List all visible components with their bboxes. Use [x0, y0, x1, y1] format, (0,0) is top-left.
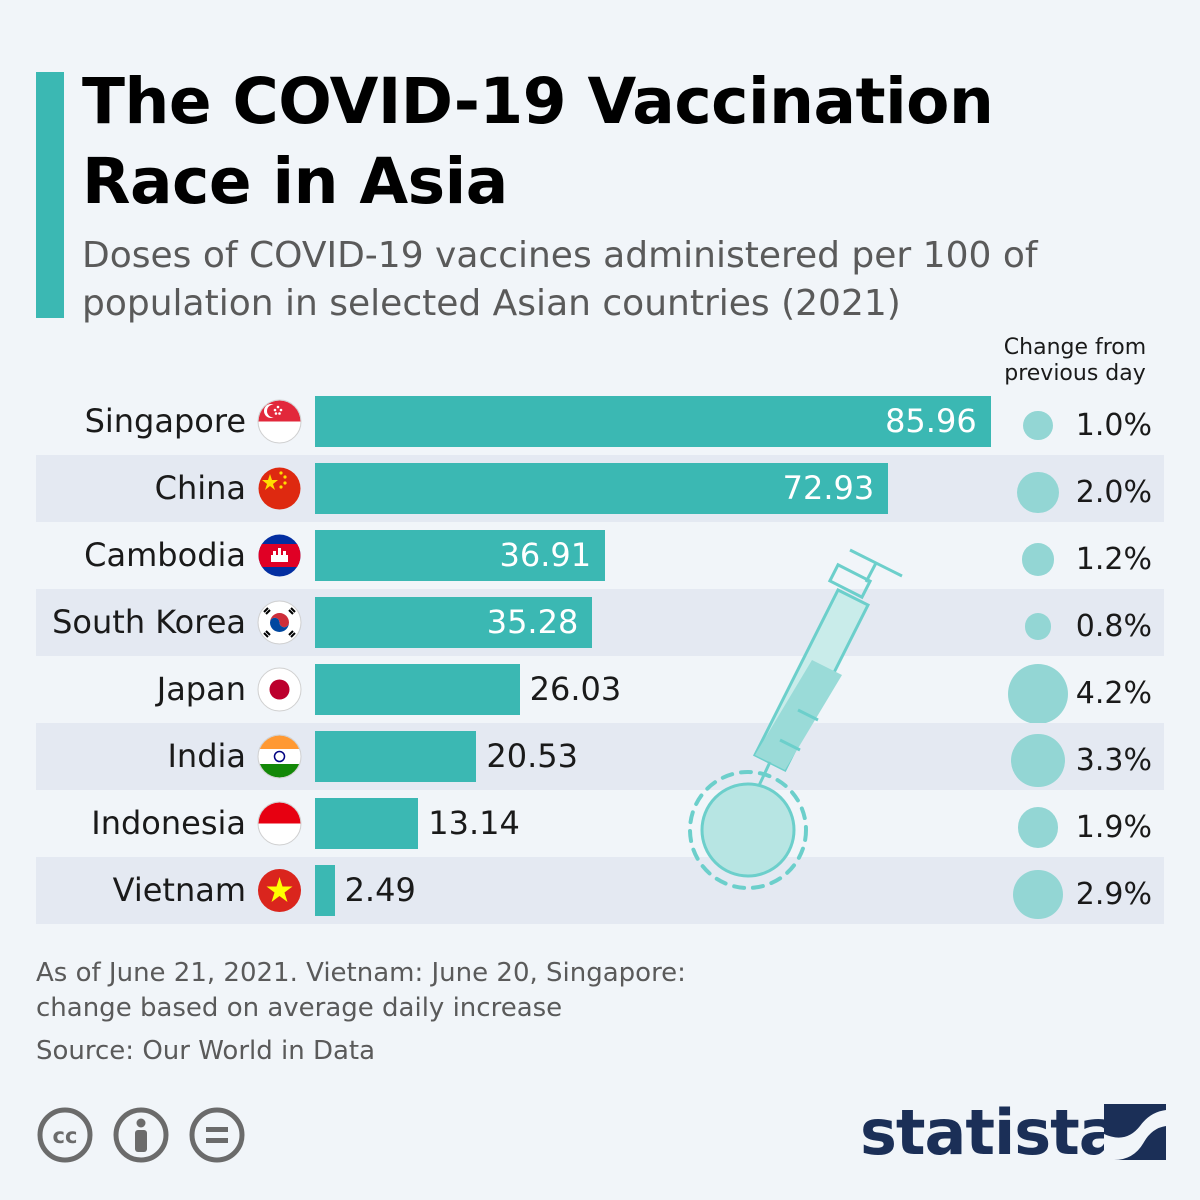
- bar: [315, 530, 606, 581]
- country-label: Vietnam: [112, 871, 246, 909]
- value-label: 85.96: [885, 402, 977, 440]
- change-dot: [1017, 471, 1059, 514]
- value-label: 2.49: [344, 871, 416, 909]
- change-label: 3.3%: [1075, 743, 1152, 778]
- bar: [315, 865, 335, 916]
- chart-subtitle: Doses of COVID-19 vaccines administered …: [82, 235, 1038, 324]
- change-header-line-2: previous day: [1004, 361, 1146, 386]
- value-label: 72.93: [782, 469, 875, 507]
- south-korea-flag-icon: [257, 600, 302, 645]
- india-flag-icon: [257, 734, 302, 779]
- country-label: Cambodia: [84, 536, 246, 574]
- country-label: South Korea: [52, 603, 246, 641]
- chart-row: China 72.93 2.0%: [36, 455, 1164, 522]
- change-dot: [1024, 613, 1052, 640]
- bar: [315, 664, 520, 715]
- vietnam-flag-icon: [258, 869, 301, 912]
- cambodia-flag-icon: [258, 534, 301, 577]
- indonesia-flag-icon: [257, 801, 302, 846]
- change-dot: [1008, 663, 1068, 724]
- change-column-header: Change from previous day: [960, 335, 1190, 387]
- country-label: Japan: [156, 670, 246, 708]
- bar: [315, 463, 889, 514]
- bar: [315, 597, 593, 648]
- svg-text:cc: cc: [53, 1124, 78, 1148]
- change-label: 0.8%: [1075, 609, 1152, 644]
- chart-row: South Korea 35.28 0.8%: [36, 589, 1164, 656]
- change-label: 1.0%: [1075, 408, 1152, 443]
- change-label: 4.2%: [1075, 676, 1152, 711]
- title-accent-bar: [36, 72, 64, 318]
- country-label: Indonesia: [91, 804, 246, 842]
- statista-logo-text: statista: [860, 1096, 1121, 1169]
- value-label: 36.91: [499, 536, 592, 574]
- chart-title: The COVID-19 Vaccination Race in Asia: [82, 65, 994, 218]
- country-label: Singapore: [84, 402, 246, 440]
- value-label: 20.53: [486, 737, 578, 775]
- change-header-line-1: Change from: [1003, 335, 1147, 360]
- attribution-icon: [113, 1107, 169, 1163]
- singapore-flag-icon: [257, 399, 302, 444]
- bar: [315, 396, 991, 447]
- chart-row: Indonesia 13.14 1.9%: [36, 790, 1164, 857]
- china-flag-icon: [258, 467, 301, 510]
- change-dot: [1021, 543, 1055, 576]
- value-label: 35.28: [486, 603, 579, 641]
- change-dot: [1017, 807, 1059, 848]
- bar: [315, 798, 419, 849]
- change-dot: [1023, 410, 1053, 441]
- statista-logo-mark-icon: [1104, 1104, 1166, 1160]
- country-label: China: [154, 469, 246, 507]
- change-label: 2.9%: [1075, 877, 1152, 912]
- footnote: As of June 21, 2021. Vietnam: June 20, S…: [36, 958, 686, 1023]
- source-note: Source: Our World in Data: [36, 1036, 376, 1066]
- japan-flag-icon: [257, 667, 302, 712]
- license-icons: cc: [37, 1107, 245, 1163]
- no-derivatives-icon: [189, 1107, 245, 1163]
- change-dot: [1013, 869, 1063, 920]
- statista-logo: statista: [860, 1098, 1170, 1168]
- creative-commons-icon: cc: [37, 1107, 93, 1163]
- value-label: 26.03: [529, 670, 622, 708]
- change-label: 2.0%: [1075, 475, 1152, 510]
- change-dot: [1011, 733, 1065, 788]
- chart-row: Japan 26.03 4.2%: [36, 656, 1164, 724]
- bar: [315, 731, 477, 782]
- country-label: India: [167, 737, 246, 775]
- change-label: 1.9%: [1075, 810, 1152, 845]
- change-label: 1.2%: [1075, 542, 1152, 577]
- chart-row: India 20.53 3.3%: [36, 723, 1164, 790]
- chart-row: Singapore 85.96 1.0%: [36, 388, 1164, 455]
- value-label: 13.14: [428, 804, 520, 842]
- chart-row: Cambodia 36.91 1.2%: [36, 522, 1164, 589]
- chart-row: Vietnam 2.49 2.9%: [36, 857, 1164, 924]
